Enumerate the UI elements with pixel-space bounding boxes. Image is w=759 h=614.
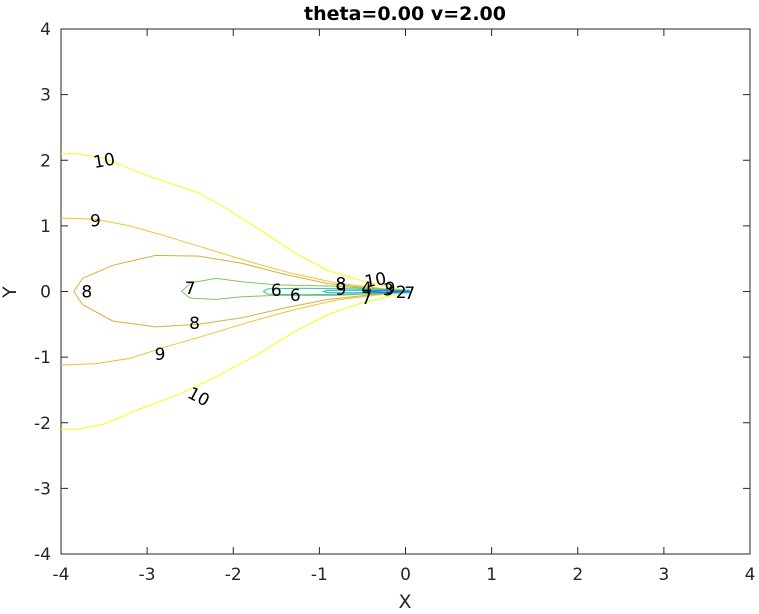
x-tick-label-3: -1 xyxy=(311,565,328,585)
x-tick-label-8: 4 xyxy=(745,565,756,585)
y-tick-label-0: -4 xyxy=(34,545,51,565)
contour-line-level-9-1 xyxy=(60,291,410,366)
contour-label-5: 9 xyxy=(335,280,346,300)
contour-label-11: 7 xyxy=(361,289,372,309)
contour-label-14: 6 xyxy=(290,286,301,306)
contour-label-10: 7 xyxy=(185,279,196,299)
contour-line-level-7-0 xyxy=(180,277,410,300)
contour-label-12: 7 xyxy=(404,284,415,304)
contour-label-13: 6 xyxy=(271,281,282,301)
chart-title: theta=0.00 v=2.00 xyxy=(304,3,506,25)
contour-label-9: 8 xyxy=(335,275,346,295)
x-tick-label-4: 0 xyxy=(400,565,411,585)
x-tick-label-2: -2 xyxy=(225,565,242,585)
y-tick-label-7: 3 xyxy=(40,86,51,106)
contour-line-level-8-0 xyxy=(73,254,410,328)
contour-label-0: 10 xyxy=(92,150,117,173)
contour-label-8: 8 xyxy=(189,314,200,334)
contour-line-level-6-0 xyxy=(262,287,410,296)
y-axis-label: Y xyxy=(0,286,21,299)
contour-label-2: 10 xyxy=(363,269,388,292)
contour-line-level-10-1 xyxy=(61,291,410,430)
contour-label-4: 9 xyxy=(155,345,166,365)
x-tick-label-6: 2 xyxy=(572,565,583,585)
y-tick-label-6: 2 xyxy=(40,151,51,171)
x-tick-label-0: -4 xyxy=(53,565,70,585)
x-tick-label-5: 1 xyxy=(486,565,497,585)
y-tick-label-4: 0 xyxy=(40,283,51,303)
y-tick-label-5: 1 xyxy=(40,217,51,237)
contour-label-16: 3 xyxy=(383,281,394,301)
x-tick-label-1: -3 xyxy=(139,565,156,585)
y-tick-label-2: -2 xyxy=(34,414,51,434)
contour-label-15: 4 xyxy=(361,279,372,299)
contour-line-level-2-0 xyxy=(362,290,410,293)
x-tick-label-7: 3 xyxy=(658,565,669,585)
contour-line-level-9-0 xyxy=(60,217,410,292)
y-tick-label-1: -3 xyxy=(34,479,51,499)
contour-label-17: 2 xyxy=(396,283,407,303)
contour-line-level-4-0 xyxy=(321,289,410,294)
contour-label-3: 9 xyxy=(90,212,101,232)
y-tick-label-8: 4 xyxy=(40,20,51,40)
contour-line-level-10-0 xyxy=(61,153,410,292)
x-axis-label: X xyxy=(398,591,411,613)
contour-label-7: 8 xyxy=(81,283,92,303)
y-tick-label-3: -1 xyxy=(34,348,51,368)
contour-lines xyxy=(60,153,410,430)
contour-label-6: 9 xyxy=(385,279,396,299)
